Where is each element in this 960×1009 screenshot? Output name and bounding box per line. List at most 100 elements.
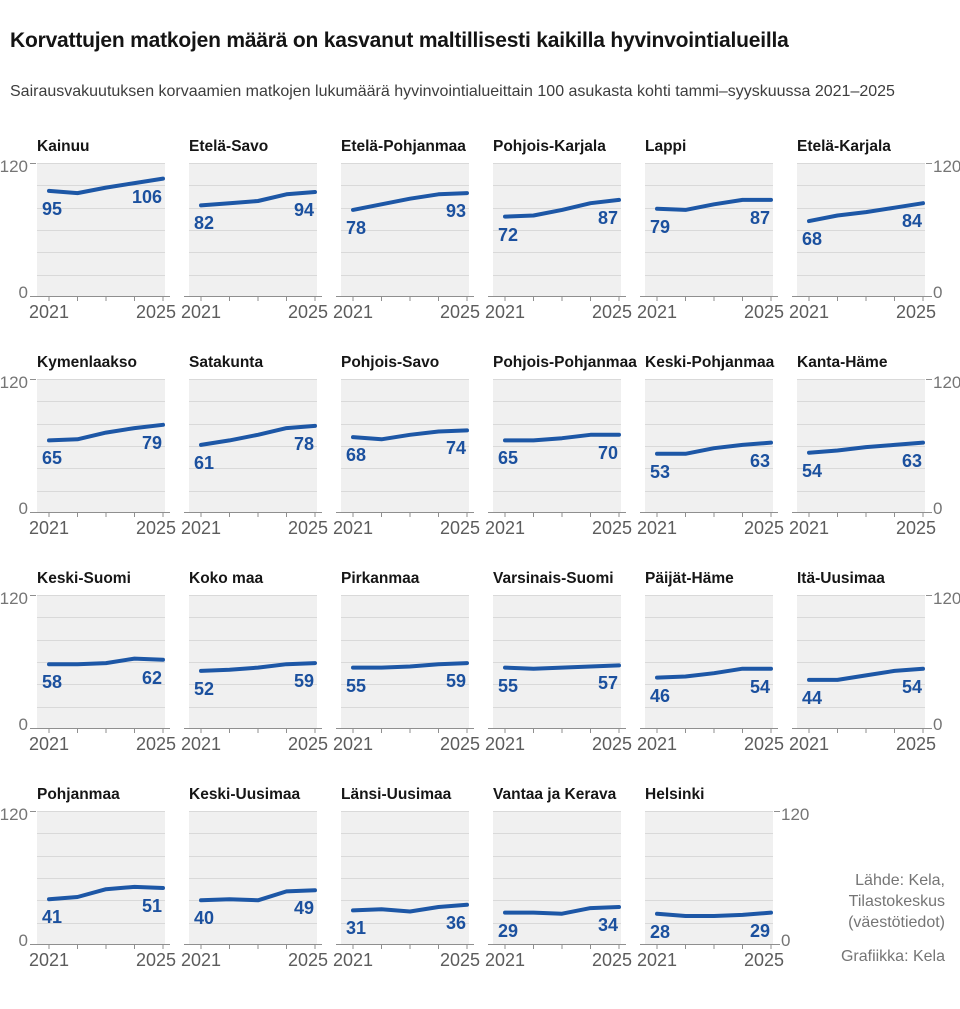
- y-axis-tick: [774, 944, 780, 945]
- y-axis-tick: [30, 811, 36, 812]
- sparkline-svg: [640, 595, 778, 733]
- y-axis-min-label: 0: [18, 499, 28, 518]
- chart-title: Kanta-Häme: [797, 354, 888, 371]
- chart-pirkanmaa: Pirkanmaa 55 59 2021 2025: [333, 569, 493, 754]
- chart-varsinais-suomi: Varsinais-Suomi 55 57 2021 2025: [485, 569, 645, 754]
- trend-line: [807, 201, 925, 224]
- y-axis-max-label: 120: [0, 373, 28, 392]
- x-axis-start-label: 2021: [485, 302, 526, 322]
- plot-area: 44 54 120 0: [792, 590, 960, 733]
- chart-etelä-karjala: Etelä-Karjala 68 84 120 0 2021 2025: [789, 137, 960, 322]
- x-axis-start-label: 2021: [333, 950, 374, 970]
- value-label-start: 46: [650, 685, 671, 706]
- chart-title: Pohjois-Savo: [341, 354, 440, 371]
- value-label-start: 95: [42, 198, 63, 219]
- x-axis-labels: 2021 2025: [29, 518, 176, 538]
- chart-kymenlaakso: Kymenlaakso 65 79 120 0 2021 2025: [0, 353, 189, 538]
- value-label-end: 51: [141, 896, 162, 917]
- x-axis-labels: 2021 2025: [789, 302, 936, 322]
- x-axis-start-label: 2021: [29, 950, 70, 970]
- value-label-end: 59: [445, 671, 466, 692]
- plot-area: 46 54: [640, 595, 778, 733]
- x-axis-end-label: 2025: [743, 518, 784, 538]
- trend-line: [655, 910, 773, 918]
- value-label-end: 57: [597, 673, 618, 694]
- value-label-start: 52: [194, 678, 215, 699]
- plot-area: 58 62 120 0: [0, 590, 170, 733]
- sparkline-svg: [32, 811, 170, 949]
- y-axis-tick: [926, 163, 932, 164]
- x-axis-end-label: 2025: [895, 302, 936, 322]
- trend-line: [503, 905, 621, 916]
- y-axis-min-label: 0: [933, 283, 943, 302]
- y-axis-tick: [774, 811, 780, 812]
- plot-area: 68 84 120 0: [792, 158, 960, 301]
- trend-line: [503, 197, 621, 219]
- chart-pohjanmaa: Pohjanmaa 41 51 120 0 2021 2025: [0, 785, 189, 970]
- y-axis-min-label: 0: [18, 283, 28, 302]
- sparkline-svg: [336, 379, 474, 517]
- value-label-start: 55: [498, 675, 519, 696]
- x-axis-labels: 2021 2025: [333, 302, 480, 322]
- x-axis-end-label: 2025: [135, 302, 176, 322]
- graphics-credit-text: Grafiikka: Kela: [840, 948, 945, 965]
- trend-line: [47, 176, 165, 196]
- y-axis-max-label: 120: [933, 589, 960, 608]
- x-axis-end-label: 2025: [591, 302, 632, 322]
- x-axis-end-label: 2025: [439, 950, 480, 970]
- y-axis-tick: [30, 512, 36, 513]
- value-label-end: 93: [445, 201, 466, 222]
- chart-title: Etelä-Savo: [189, 138, 269, 155]
- plot-area: 72 87: [488, 163, 626, 301]
- source-note: Lähde: Kela, Tilastokeskus (väestötiedot…: [841, 870, 945, 967]
- value-label-start: 78: [346, 217, 367, 238]
- chart-kainuu: Kainuu 95 106 120 0 2021 2025: [0, 137, 189, 322]
- trend-line: [351, 661, 469, 670]
- x-axis-labels: 2021 2025: [789, 518, 936, 538]
- chart-keski-pohjanmaa: Keski-Pohjanmaa 53 63 2021 2025: [637, 353, 797, 538]
- sparkline-svg: [32, 595, 170, 733]
- x-axis-labels: 2021 2025: [789, 734, 936, 754]
- chart-kanta-häme: Kanta-Häme 54 63 120 0 2021 2025: [789, 353, 960, 538]
- chart-title: Länsi-Uusimaa: [341, 786, 452, 803]
- value-label-end: 87: [597, 207, 618, 228]
- trend-line: [47, 656, 165, 667]
- y-axis-tick: [30, 595, 36, 596]
- chart-title: Varsinais-Suomi: [493, 570, 614, 587]
- x-axis-end-label: 2025: [287, 734, 328, 754]
- chart-title: Helsinki: [645, 786, 705, 803]
- x-axis-end-label: 2025: [439, 302, 480, 322]
- chart-title: Etelä-Pohjanmaa: [341, 138, 466, 155]
- chart-satakunta: Satakunta 61 78 2021 2025: [181, 353, 341, 538]
- chart-pohjois-pohjanmaa: Pohjois-Pohjanmaa 65 70 2021 2025: [485, 353, 645, 538]
- chart-keski-suomi: Keski-Suomi 58 62 120 0 2021 2025: [0, 569, 189, 754]
- y-axis-min-label: 0: [781, 931, 791, 950]
- x-axis-end-label: 2025: [135, 950, 176, 970]
- trend-line: [199, 423, 317, 447]
- chart-etelä-pohjanmaa: Etelä-Pohjanmaa 78 93 2021 2025: [333, 137, 493, 322]
- x-axis-labels: 2021 2025: [637, 950, 784, 970]
- value-label-start: 68: [802, 229, 823, 250]
- plot-area: 53 63: [640, 379, 778, 517]
- y-axis-tick: [30, 728, 36, 729]
- chart-keski-uusimaa: Keski-Uusimaa 40 49 2021 2025: [181, 785, 341, 970]
- trend-line: [503, 432, 621, 443]
- sparkline-svg: [640, 379, 778, 517]
- x-axis-labels: 2021 2025: [333, 518, 480, 538]
- chart-lappi: Lappi 79 87 2021 2025: [637, 137, 797, 322]
- value-label-end: 84: [901, 211, 922, 232]
- x-axis-end-label: 2025: [743, 734, 784, 754]
- x-axis-labels: 2021 2025: [181, 734, 328, 754]
- value-label-start: 54: [802, 460, 823, 481]
- y-axis-tick: [926, 296, 932, 297]
- chart-helsinki: Helsinki 28 29 120 0 2021 2025: [637, 785, 809, 970]
- plot-area: 52 59: [184, 595, 322, 733]
- plot-area: 55 59: [336, 595, 474, 733]
- x-axis-end-label: 2025: [287, 518, 328, 538]
- x-axis-end-label: 2025: [591, 518, 632, 538]
- value-label-end: 106: [131, 186, 162, 207]
- y-axis-tick: [926, 595, 932, 596]
- chart-title: Koko maa: [189, 570, 264, 587]
- plot-area: 29 34: [488, 811, 626, 949]
- y-axis-max-label: 120: [781, 805, 810, 824]
